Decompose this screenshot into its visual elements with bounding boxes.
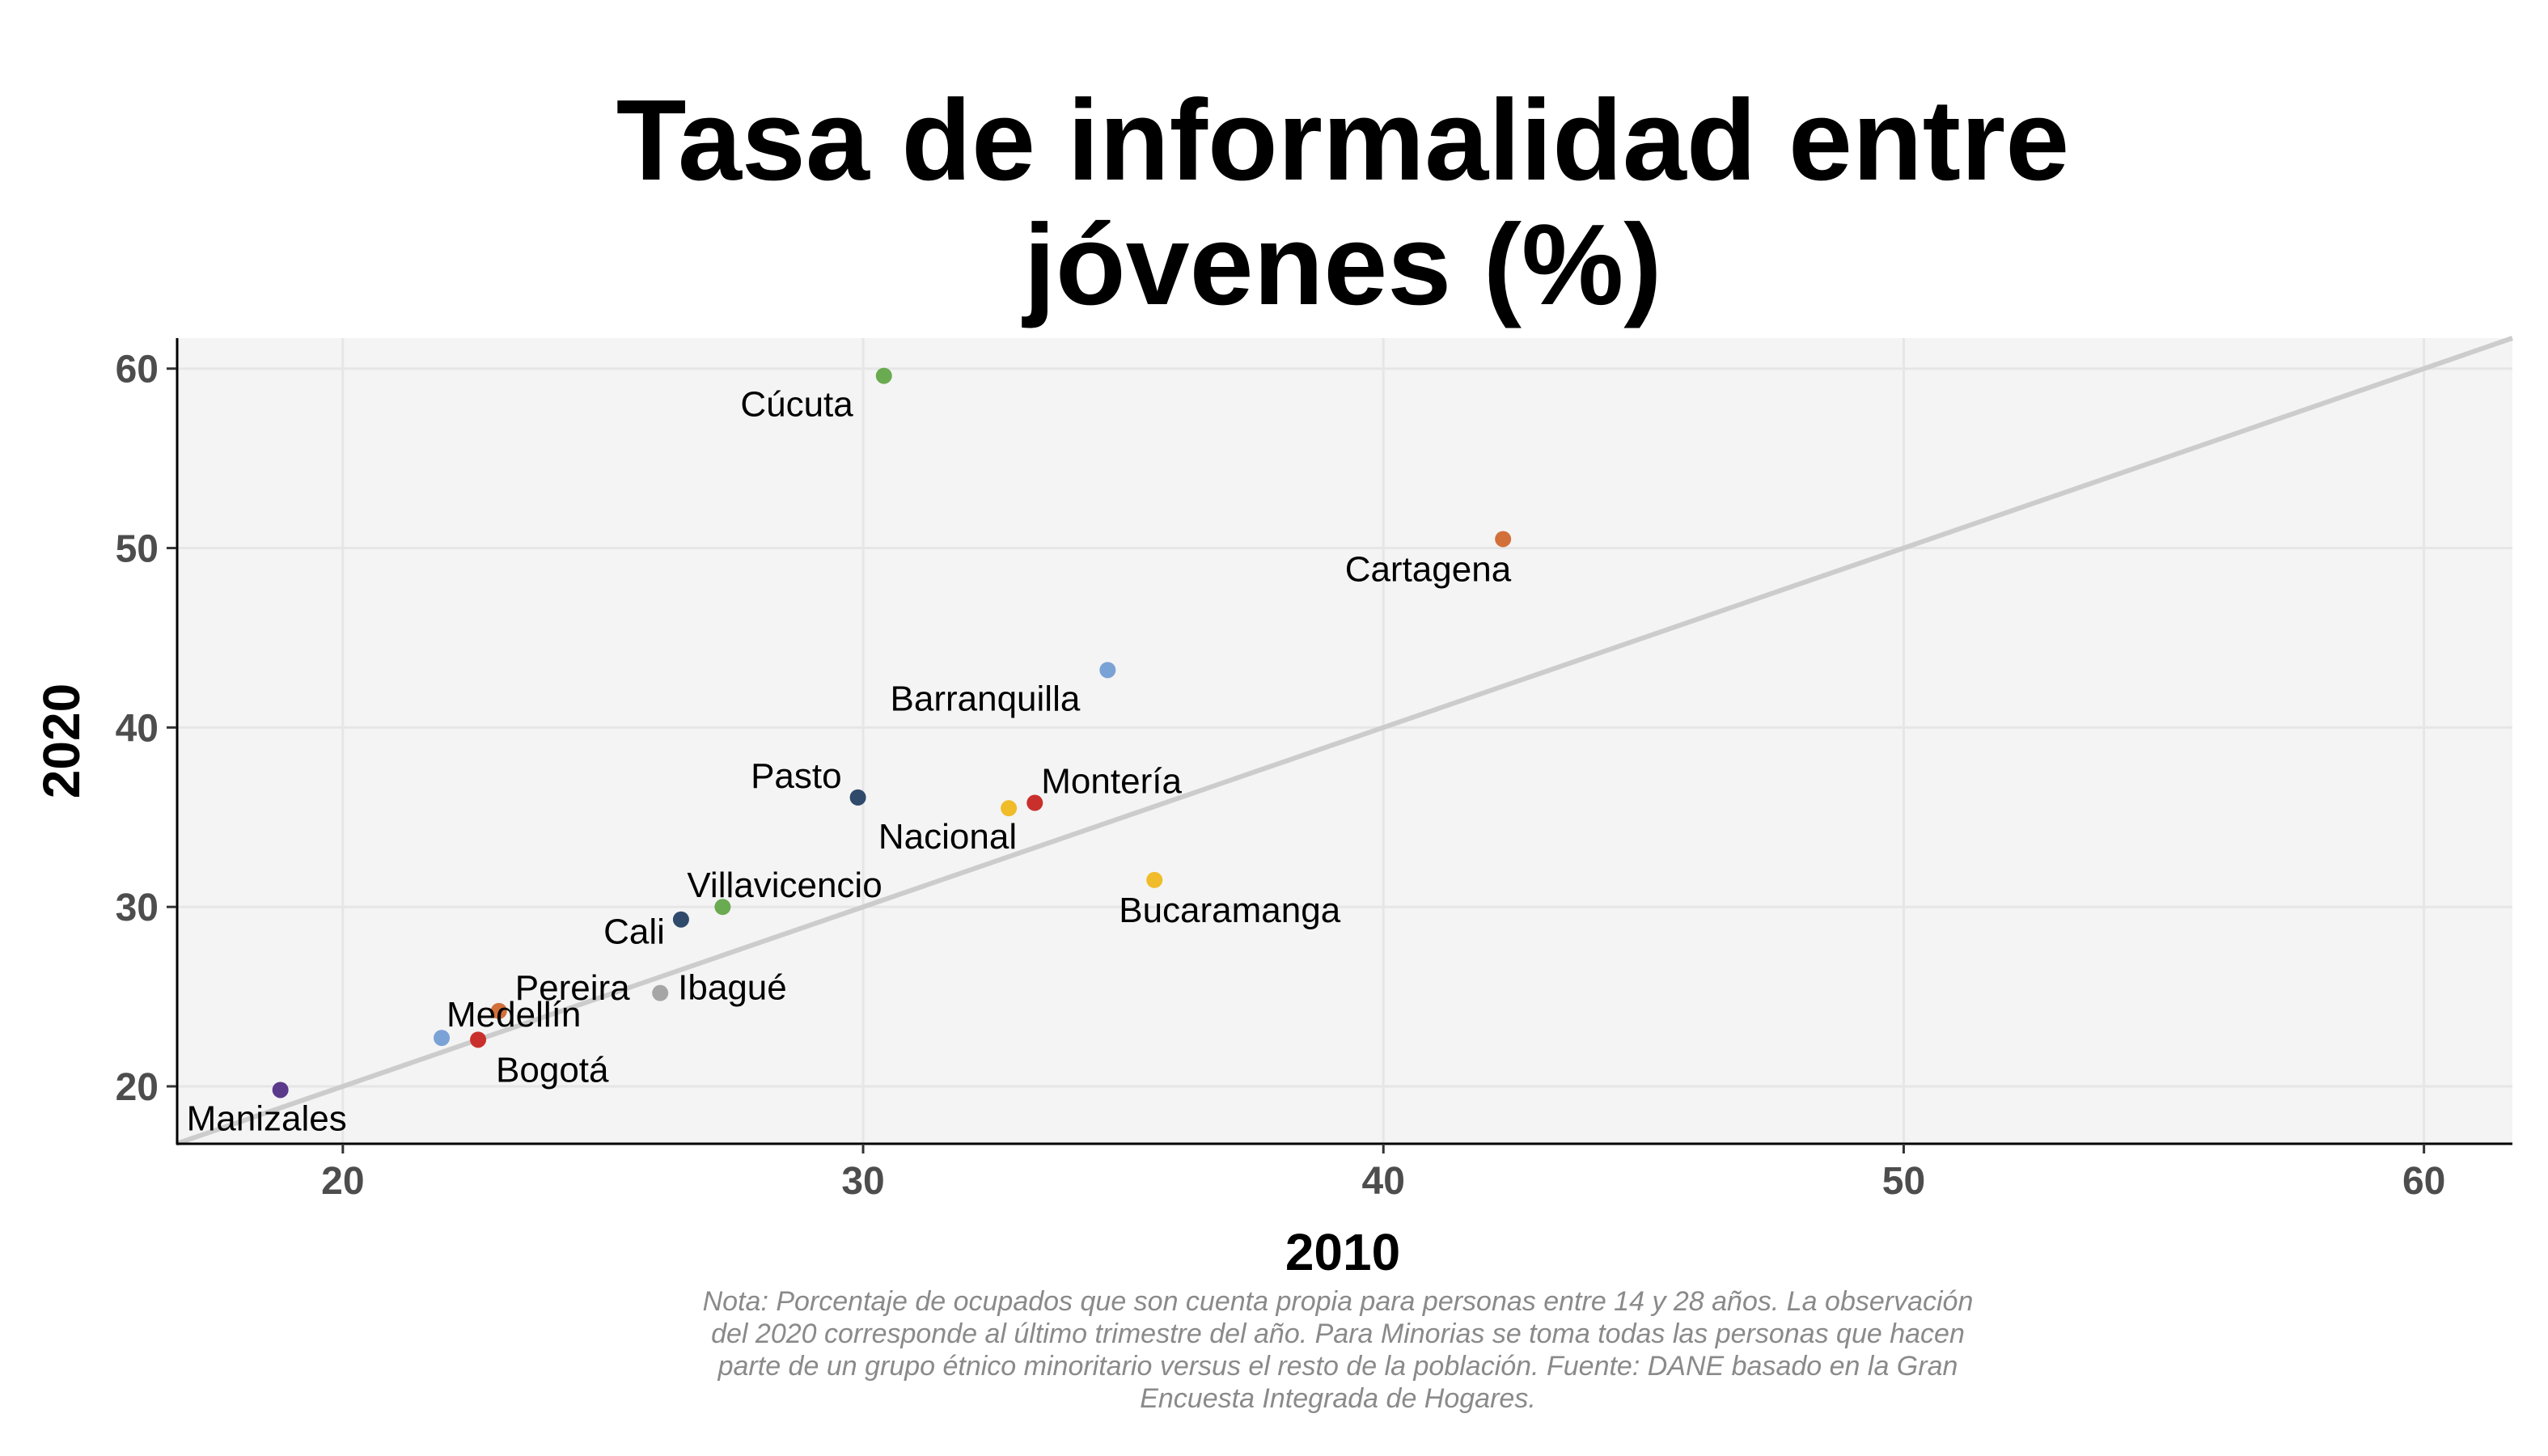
- footnote-line-2: del 2020 corresponde al último trimestre…: [711, 1318, 1965, 1349]
- point-label: Barranquilla: [891, 679, 1081, 718]
- data-point: [1495, 531, 1512, 548]
- data-point: [470, 1031, 487, 1048]
- footnote-line-1: Nota: Porcentaje de ocupados que son cue…: [703, 1286, 1974, 1317]
- data-points: [272, 367, 1512, 1098]
- chart-title-line-1: Tasa de informalidad entre: [616, 76, 2070, 205]
- footnote-line-3: parte de un grupo étnico minoritario ver…: [717, 1351, 1958, 1382]
- footnote: Nota: Porcentaje de ocupados que son cue…: [703, 1286, 1974, 1414]
- data-point: [1099, 662, 1116, 679]
- point-label: Montería: [1041, 762, 1182, 802]
- data-point: [434, 1030, 451, 1047]
- point-label: Pasto: [751, 756, 842, 796]
- grid-lines: [176, 338, 2512, 1144]
- data-point: [1001, 800, 1018, 817]
- x-tick-label: 30: [841, 1160, 884, 1203]
- point-label: Bucaramanga: [1119, 891, 1340, 930]
- point-label: Villavicencio: [687, 866, 882, 905]
- point-label: Pereira: [515, 968, 630, 1008]
- point-labels: Cúcuta Cartagena Barranquilla Pasto Nacional…: [187, 385, 1512, 1139]
- point-label: Bogotá: [496, 1050, 609, 1090]
- y-axis-ticks: 20 30 40 50 60: [116, 349, 176, 1109]
- point-label: Cartagena: [1345, 549, 1512, 589]
- point-label: Cali: [603, 912, 665, 952]
- point-label: Cúcuta: [740, 385, 853, 425]
- y-tick-label: 50: [116, 528, 159, 571]
- data-point: [1146, 871, 1163, 888]
- y-tick-label: 40: [116, 707, 159, 750]
- x-tick-label: 60: [2402, 1160, 2445, 1203]
- chart-title-line-2: jóvenes (%): [1021, 201, 1661, 329]
- point-label: Nacional: [878, 817, 1017, 857]
- x-tick-label: 50: [1882, 1160, 1925, 1203]
- data-point: [272, 1081, 289, 1098]
- y-tick-label: 30: [116, 887, 159, 929]
- reference-line: [176, 336, 2513, 1146]
- y-axis-title: 2020: [32, 684, 91, 798]
- footnote-line-4: Encuesta Integrada de Hogares.: [1140, 1383, 1536, 1414]
- point-label: Manizales: [187, 1098, 347, 1138]
- x-axis-ticks: 20 30 40 50 60: [321, 1144, 2445, 1203]
- data-point: [849, 789, 866, 806]
- x-tick-label: 40: [1362, 1160, 1405, 1203]
- point-label: Medellín: [447, 995, 581, 1035]
- y-tick-label: 60: [116, 349, 159, 392]
- data-point: [714, 899, 731, 916]
- data-point: [490, 1002, 507, 1019]
- data-point: [1026, 794, 1043, 811]
- y-tick-label: 20: [116, 1066, 159, 1109]
- data-point: [652, 984, 669, 1001]
- data-point: [875, 367, 892, 384]
- x-tick-label: 20: [321, 1160, 364, 1203]
- data-point: [672, 911, 689, 928]
- chart-title: Tasa de informalidad entre jóvenes (%): [616, 76, 2070, 329]
- point-label: Ibagué: [678, 968, 787, 1008]
- x-axis-title: 2010: [1285, 1223, 1400, 1281]
